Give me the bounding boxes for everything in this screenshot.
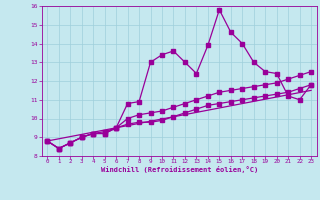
X-axis label: Windchill (Refroidissement éolien,°C): Windchill (Refroidissement éolien,°C) bbox=[100, 166, 258, 173]
